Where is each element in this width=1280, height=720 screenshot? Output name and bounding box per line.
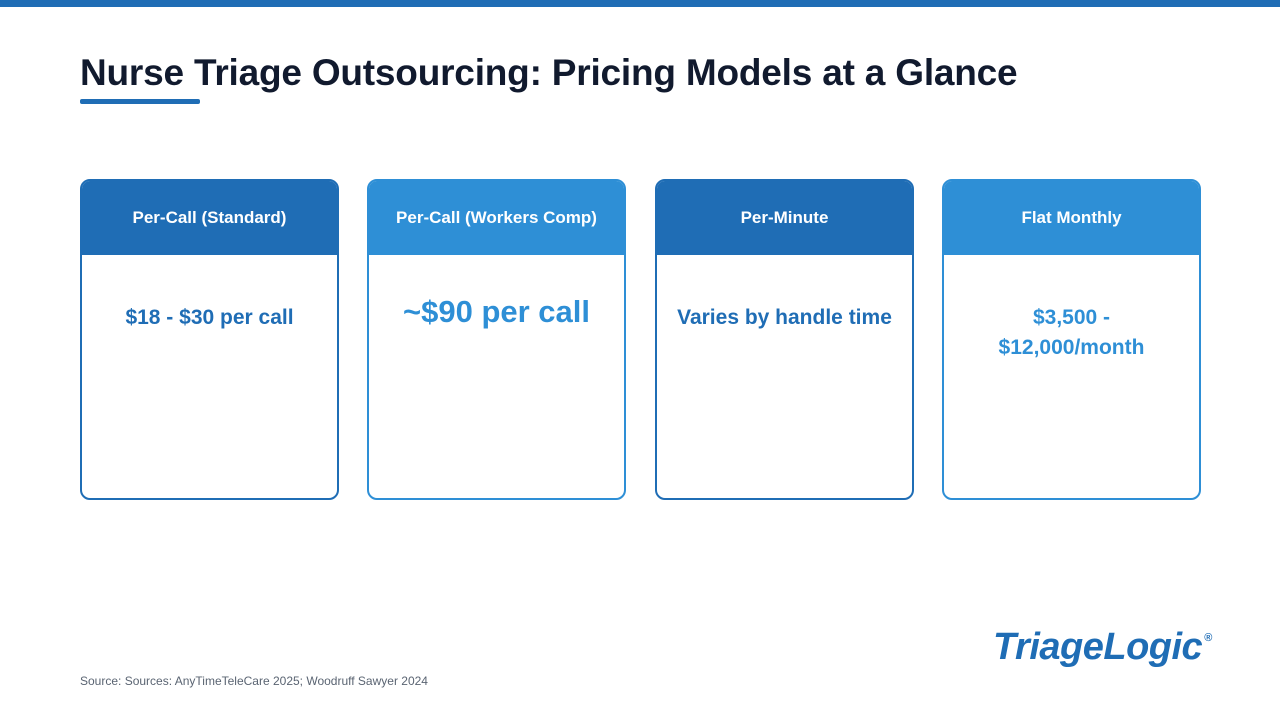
pricing-card-per-call-workers-comp: Per-Call (Workers Comp) ~$90 per call	[367, 179, 626, 500]
card-value: Varies by handle time	[677, 306, 892, 329]
card-value: $3,500 - $12,000/month	[998, 306, 1145, 359]
registered-mark: ®	[1204, 632, 1212, 644]
card-header: Per-Call (Workers Comp)	[369, 181, 624, 255]
logo-text: TriageLogic	[993, 626, 1203, 668]
source-citation: Source: Sources: AnyTimeTeleCare 2025; W…	[80, 674, 428, 688]
pricing-card-per-minute: Per-Minute Varies by handle time	[655, 179, 914, 500]
title-underline	[80, 99, 200, 104]
card-header: Per-Minute	[657, 181, 912, 255]
card-value: $18 - $30 per call	[125, 306, 294, 329]
top-accent-bar	[0, 0, 1280, 7]
slide-title: Nurse Triage Outsourcing: Pricing Models…	[80, 52, 1018, 93]
card-header: Per-Call (Standard)	[82, 181, 337, 255]
card-header: Flat Monthly	[944, 181, 1199, 255]
card-value: ~$90 per call	[403, 294, 590, 329]
pricing-card-per-call-standard: Per-Call (Standard) $18 - $30 per call	[80, 179, 339, 500]
pricing-card-flat-monthly: Flat Monthly $3,500 - $12,000/month	[942, 179, 1201, 500]
triagelogic-logo: TriageLogic ®	[993, 626, 1212, 669]
